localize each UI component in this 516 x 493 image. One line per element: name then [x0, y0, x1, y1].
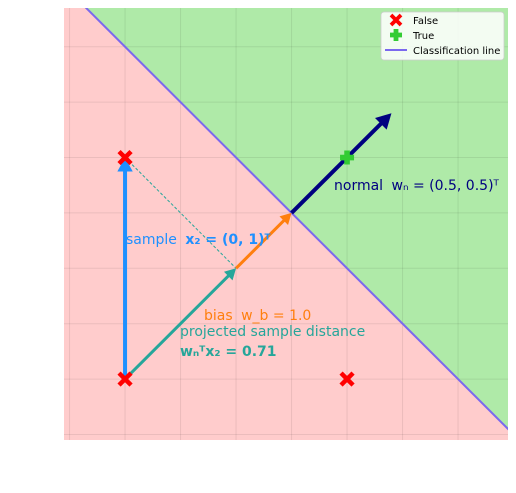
data-point-true: [340, 150, 355, 165]
legend-label-true: True: [412, 31, 434, 42]
bias-vector-arrow: [234, 212, 292, 270]
legend-marker-x-icon: [389, 13, 403, 27]
legend-x-mark: [389, 13, 403, 27]
legend-entry-false: False: [389, 13, 438, 27]
projection-vector-arrow: [123, 268, 237, 381]
normal-vector-arrow-shaft: [290, 121, 383, 215]
sample-vector-arrow: [117, 157, 133, 380]
data-points: [117, 149, 355, 387]
legend: False True Classification line: [380, 11, 505, 61]
bias-vector-arrow-shaft: [234, 218, 286, 270]
normal-vector-arrow-head: [375, 113, 392, 130]
grid: [64, 8, 508, 440]
projection-guide-line: [124, 157, 237, 269]
bias-vector-arrow-head: [279, 212, 292, 225]
projection-label: projected sample distance: [180, 324, 365, 340]
data-point-false: [117, 371, 133, 387]
sample-vector-label: sample x₂ = (0, 1)ᵀ: [126, 232, 271, 248]
legend-box: [380, 11, 505, 61]
legend-entry-true: True: [390, 29, 434, 42]
data-point-false: [117, 149, 133, 166]
sample-label-math: x₂ = (0, 1)ᵀ: [185, 232, 270, 248]
normal-vector-arrow: [290, 113, 392, 215]
projection-vector-arrow-head: [223, 268, 237, 281]
normal-label-math: wₙ = (0.5, 0.5)ᵀ: [392, 178, 500, 194]
legend-marker-plus-icon: [390, 29, 402, 41]
projection-vector-arrow-shaft: [123, 274, 231, 381]
sample-vector-arrow-head: [117, 157, 133, 172]
sample-label-word: sample: [126, 232, 177, 248]
vectors: [117, 113, 392, 381]
normal-label-word: normal: [334, 178, 383, 194]
bias-label-math: w_b = 1.0: [241, 308, 311, 324]
bias-label-word: bias: [204, 308, 233, 324]
legend-plus-mark: [390, 29, 402, 41]
legend-entry-classification-line: Classification line: [385, 46, 500, 57]
projection-label-math: wₙᵀx₂ = 0.71: [180, 344, 277, 360]
bias-vector-label: bias w_b = 1.0: [204, 308, 311, 324]
data-point-false: [339, 371, 355, 387]
legend-label-classification-line: Classification line: [413, 46, 500, 57]
normal-vector-label: normal wₙ = (0.5, 0.5)ᵀ: [334, 178, 500, 194]
legend-label-false: False: [413, 16, 438, 27]
